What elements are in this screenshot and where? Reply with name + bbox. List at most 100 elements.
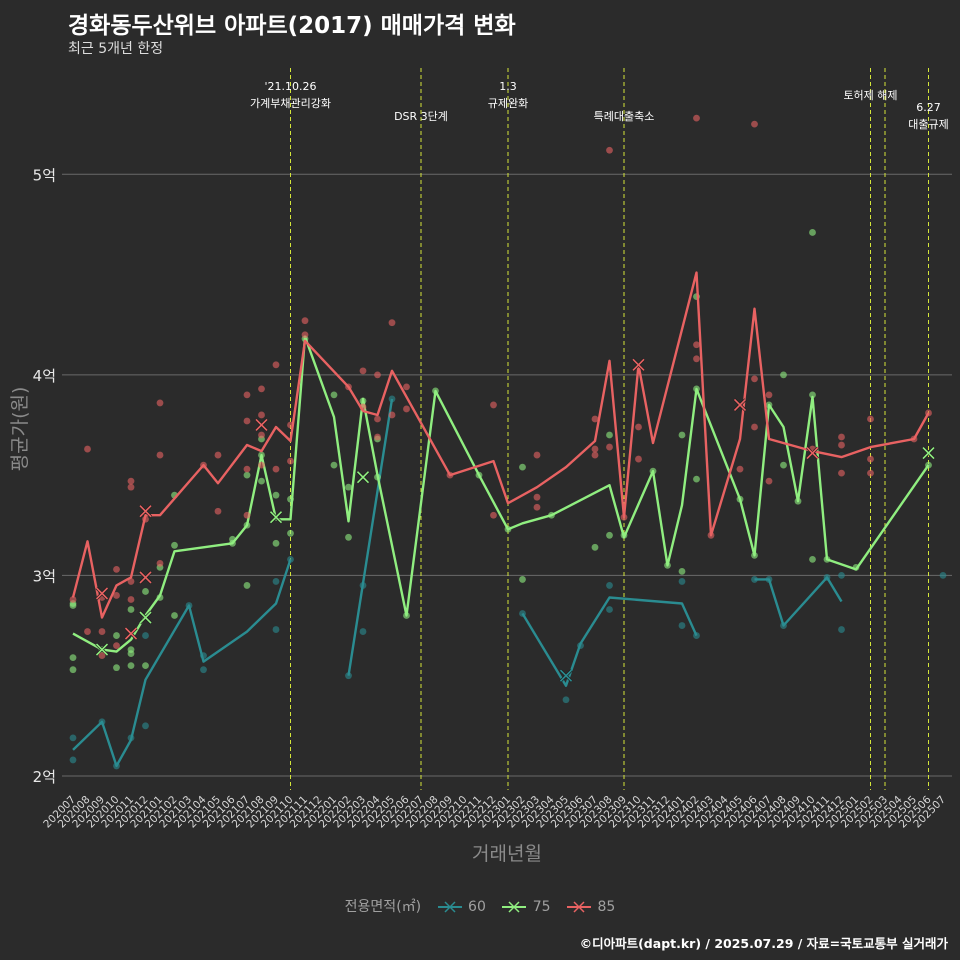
series-line-60 (754, 576, 843, 627)
data-point-85 (98, 652, 106, 660)
source-caption: ©디아파트(dapt.kr) / 2025.07.29 / 자료=국토교통부 실… (579, 936, 948, 951)
data-point-85 (591, 415, 599, 423)
data-point-60 (606, 606, 613, 613)
data-point-85 (113, 642, 120, 649)
data-point-75 (127, 650, 135, 658)
data-point-75 (809, 391, 816, 399)
cross-marker-60 (559, 669, 573, 682)
data-point-85 (533, 503, 541, 511)
data-point-60 (69, 756, 77, 764)
data-point-85 (765, 391, 773, 399)
data-point-75 (780, 461, 787, 469)
data-point-85 (113, 592, 120, 599)
data-point-85 (272, 361, 280, 369)
cross-marker-75 (922, 447, 935, 460)
data-point-75 (519, 576, 526, 583)
data-point-85 (736, 465, 744, 473)
data-point-85 (156, 451, 164, 459)
y-tick-label: 2억 (33, 768, 56, 786)
cross-marker-75 (269, 511, 283, 524)
data-point-85 (751, 375, 758, 383)
data-point-85 (113, 565, 120, 573)
data-point-75 (69, 666, 77, 674)
legend-label-75: 75 (532, 899, 551, 915)
legend-key-75 (502, 901, 527, 913)
data-point-75 (678, 567, 686, 575)
data-point-85 (301, 331, 309, 339)
data-point-60 (272, 578, 280, 585)
data-point-85 (214, 451, 222, 459)
data-point-85 (838, 433, 845, 441)
legend-key-85 (567, 901, 592, 913)
data-point-85 (243, 391, 251, 399)
data-point-60 (69, 734, 77, 742)
data-point-85 (403, 383, 410, 391)
data-point-60 (142, 722, 149, 730)
data-point-85 (156, 559, 164, 567)
data-point-85 (84, 628, 91, 635)
data-point-60 (200, 666, 207, 674)
series-line-75 (72, 335, 930, 653)
data-point-60 (142, 632, 149, 639)
legend-item-85: 85 (565, 899, 615, 915)
chart-title: 경화동두산위브 아파트(2017) 매매가격 변화 (68, 13, 516, 39)
data-point-85 (606, 443, 613, 451)
data-point-85 (98, 628, 106, 635)
cross-marker-85 (139, 571, 152, 584)
data-point-75 (113, 664, 120, 672)
data-point-75 (606, 431, 613, 439)
data-point-85 (258, 411, 265, 419)
data-point-75 (171, 612, 178, 619)
chart-subtitle: 최근 5개년 한정 (68, 41, 164, 57)
event-label: DSR 3단계 (394, 110, 448, 123)
cross-marker-85 (733, 398, 747, 411)
event-label: 대출규제 (908, 118, 948, 131)
data-point-85 (533, 493, 541, 501)
data-point-75 (519, 463, 526, 471)
data-point-75 (127, 662, 135, 670)
event-label: 특례대출축소 (594, 110, 655, 123)
x-axis-label: 거래년월 (472, 843, 542, 865)
data-point-75 (345, 483, 352, 491)
data-point-85 (359, 367, 367, 375)
data-point-85 (301, 317, 309, 325)
data-point-85 (243, 417, 251, 425)
data-point-85 (635, 423, 642, 431)
cross-marker-75 (356, 471, 370, 484)
series-line-60 (347, 398, 394, 676)
data-point-60 (359, 628, 367, 635)
data-point-85 (751, 423, 758, 431)
y-axis-label: 평균가(원) (9, 387, 31, 472)
data-point-60 (838, 626, 845, 633)
data-point-75 (142, 588, 149, 595)
data-point-60 (606, 582, 613, 589)
data-point-60 (678, 578, 686, 585)
cross-marker-85 (95, 587, 109, 600)
data-point-75 (258, 477, 265, 485)
data-point-85 (243, 465, 251, 473)
legend-item-75: 75 (500, 899, 551, 915)
data-point-60 (838, 572, 845, 579)
data-point-85 (258, 385, 265, 393)
data-point-75 (345, 533, 352, 541)
data-point-85 (374, 415, 381, 423)
cross-marker-85 (124, 627, 138, 640)
data-point-85 (214, 507, 222, 515)
data-point-85 (693, 355, 700, 363)
cross-marker-85 (139, 505, 152, 518)
data-point-85 (374, 371, 381, 379)
data-point-75 (809, 229, 816, 236)
event-label: 6.27 (916, 101, 941, 114)
legend-title: 전용면적(㎡) (344, 899, 422, 915)
data-point-85 (765, 477, 773, 485)
data-point-85 (127, 578, 135, 585)
data-point-85 (84, 445, 91, 453)
data-point-60 (562, 696, 570, 704)
data-point-75 (780, 371, 787, 379)
data-point-85 (591, 451, 599, 459)
cross-marker-75 (95, 643, 109, 656)
data-point-85 (127, 596, 135, 603)
event-label: 토허제 해제 (843, 88, 897, 102)
data-point-85 (69, 596, 77, 603)
data-point-75 (330, 461, 338, 469)
